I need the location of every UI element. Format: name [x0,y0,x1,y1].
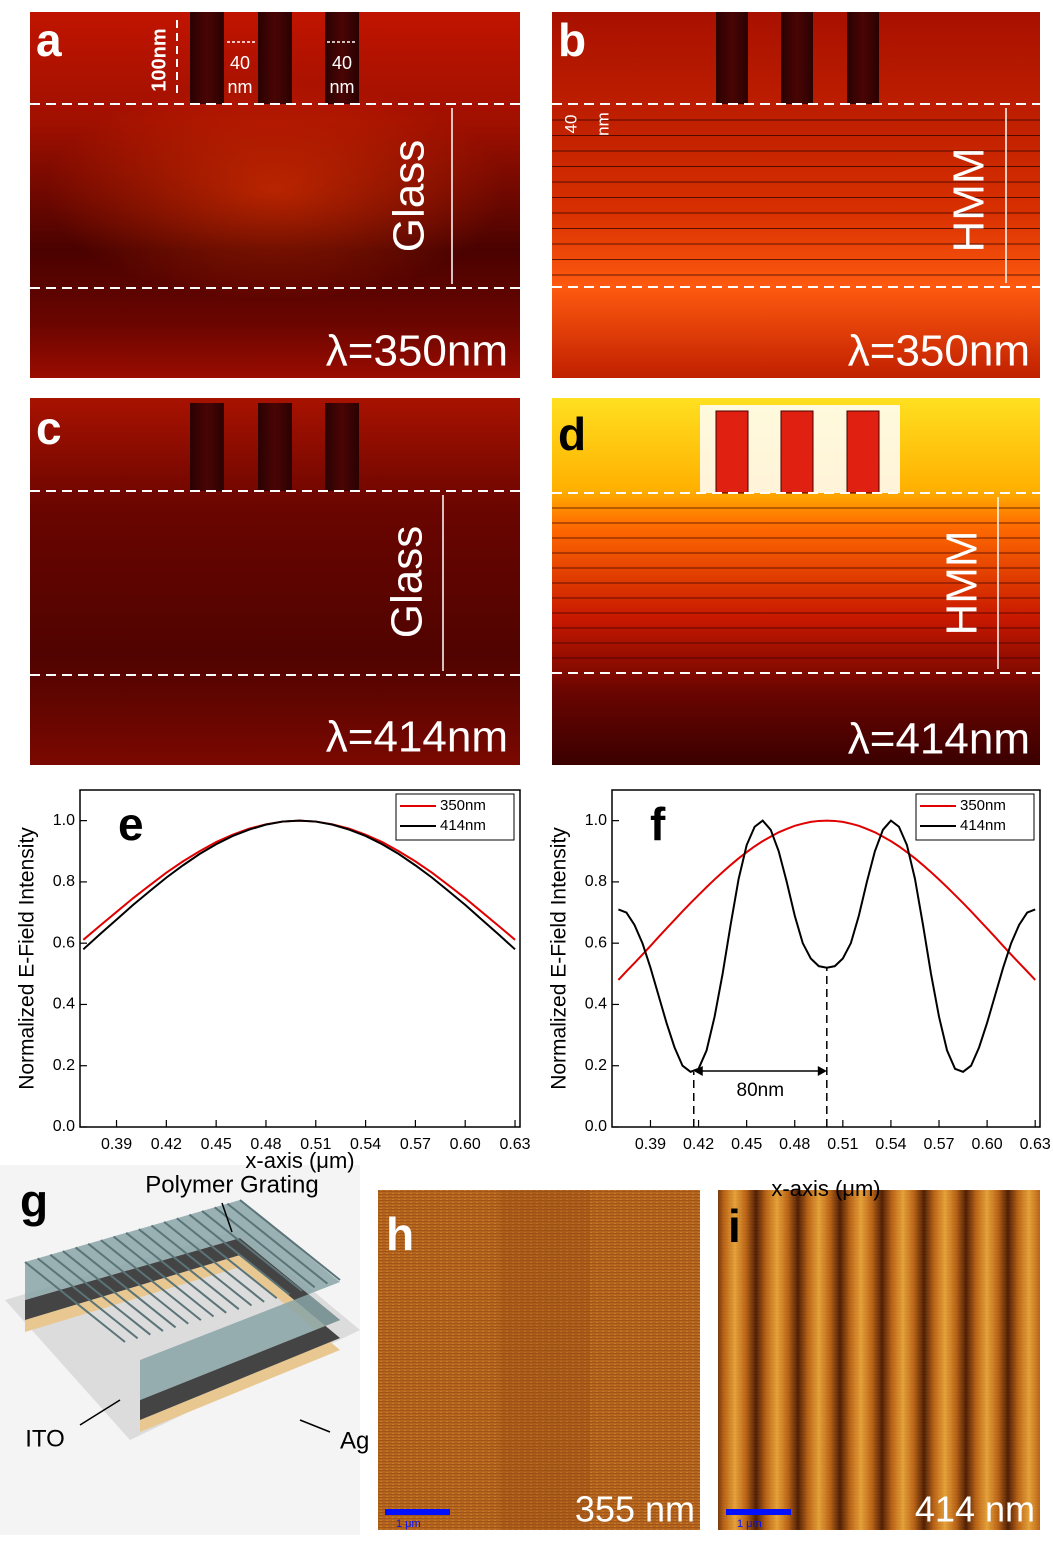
label: Polymer Grating [145,1171,318,1198]
y-tick-label: 0.0 [53,1118,75,1135]
charts: 0.0 0.2 0.4 0.6 0.8 1.0 0.39 0.42 0.45 0.48 0.51 0.… [16,790,1051,1201]
x-tick-label: 0.63 [1020,1136,1051,1153]
pillar [847,12,879,104]
wavelength: 414 nm [915,1489,1035,1530]
x-tick-label: 0.48 [779,1136,810,1153]
region-label: HMM [945,147,994,252]
legend-label: 350nm [440,797,486,814]
panel-label: f [650,798,666,850]
scale-bar [726,1509,791,1515]
panel-a: a 100nm 40 nm 40 nm Glass λ=350nm [30,12,520,378]
dimension: 40 [230,53,250,73]
plot-frame [80,790,520,1127]
pillar [190,403,224,491]
legend-label: 350nm [960,797,1006,814]
panel-label: c [36,402,62,454]
y-tick-label: 0.6 [585,934,607,951]
wavelength: 355 nm [575,1489,695,1530]
wavelength: λ=414nm [848,715,1030,764]
dimension: nm [593,112,612,136]
x-tick-label: 0.60 [972,1136,1003,1153]
panel-h: 1 μm h 355 nm [378,1190,700,1530]
panel-label: i [728,1200,741,1252]
legend-label: 414nm [960,817,1006,834]
x-tick-label: 0.57 [400,1136,431,1153]
pillar [781,411,813,493]
pillar [716,411,748,493]
y-tick-label: 0.8 [585,873,607,890]
scale-label: 1 μm [737,1518,762,1530]
pillar [258,12,292,104]
x-tick-label: 0.45 [731,1136,762,1153]
panel-c: c Glass λ=414nm [30,398,520,765]
wavelength: λ=350nm [326,327,508,376]
pillar [325,403,359,491]
pillar [258,403,292,491]
panel-label: a [36,14,62,66]
y-tick-label: 0.6 [53,934,75,951]
x-tick-label: 0.39 [101,1136,132,1153]
wavelength: λ=414nm [326,713,508,762]
panel-d: d HMM λ=414nm [552,398,1040,765]
x-tick-label: 0.51 [827,1136,858,1153]
dimension: nm [227,77,252,97]
x-tick-label: 0.42 [151,1136,182,1153]
x-tick-label: 0.45 [201,1136,232,1153]
panel-g: g Polymer Grating ITO Ag [0,1165,369,1535]
pillar [847,411,879,493]
y-tick-label: 0.4 [585,996,607,1013]
scale-bar [385,1509,450,1515]
x-tick-label: 0.57 [923,1136,954,1153]
region-label: HMM [938,530,987,635]
dimension: 100nm [148,28,170,91]
region-label: Glass [383,526,432,638]
wavelength: λ=350nm [848,327,1030,376]
y-tick-label: 0.4 [53,996,75,1013]
y-tick-label: 0.0 [585,1118,607,1135]
y-tick-label: 0.8 [53,873,75,890]
region-label: Glass [385,140,434,252]
dimension: 40 [561,115,580,134]
pillar [781,12,813,104]
y-axis-label: Normalized E-Field Intensity [16,827,39,1090]
x-tick-label: 0.63 [499,1136,530,1153]
panel-label: h [386,1208,414,1260]
legend-label: 414nm [440,817,486,834]
panel-label: b [558,14,586,66]
x-tick-label: 0.39 [635,1136,666,1153]
label: ITO [25,1425,65,1452]
panel-label: d [558,408,586,460]
x-tick-label: 0.54 [350,1136,381,1153]
panel-label: e [118,798,144,850]
y-tick-label: 0.2 [53,1057,75,1074]
pillar [716,12,748,104]
y-axis-label: Normalized E-Field Intensity [548,827,571,1090]
x-tick-label: 0.42 [683,1136,714,1153]
glow [45,80,505,300]
annotation-text: 80nm [737,1080,785,1101]
panel-i: 1 μm i 414 nm [718,1190,1040,1530]
label: Ag [340,1427,369,1454]
pillar [190,12,224,104]
texture [718,1190,1040,1530]
y-tick-label: 0.2 [585,1057,607,1074]
figure: a 100nm 40 nm 40 nm Glass λ=350nm b 40 n… [0,0,1053,1541]
dimension: nm [329,77,354,97]
x-axis-label: x-axis (μm) [245,1148,354,1173]
x-axis-label: x-axis (μm) [771,1176,880,1201]
x-tick-label: 0.54 [875,1136,906,1153]
y-tick-label: 1.0 [585,812,607,829]
shade [500,1190,590,1530]
plot-frame [612,790,1040,1127]
panel-b: b 40 nm HMM λ=350nm [552,12,1040,378]
scale-label: 1 μm [396,1518,421,1530]
dimension: 40 [332,53,352,73]
y-tick-label: 1.0 [53,812,75,829]
series-line [618,821,1035,980]
panel-label: g [20,1175,48,1227]
x-tick-label: 0.60 [450,1136,481,1153]
